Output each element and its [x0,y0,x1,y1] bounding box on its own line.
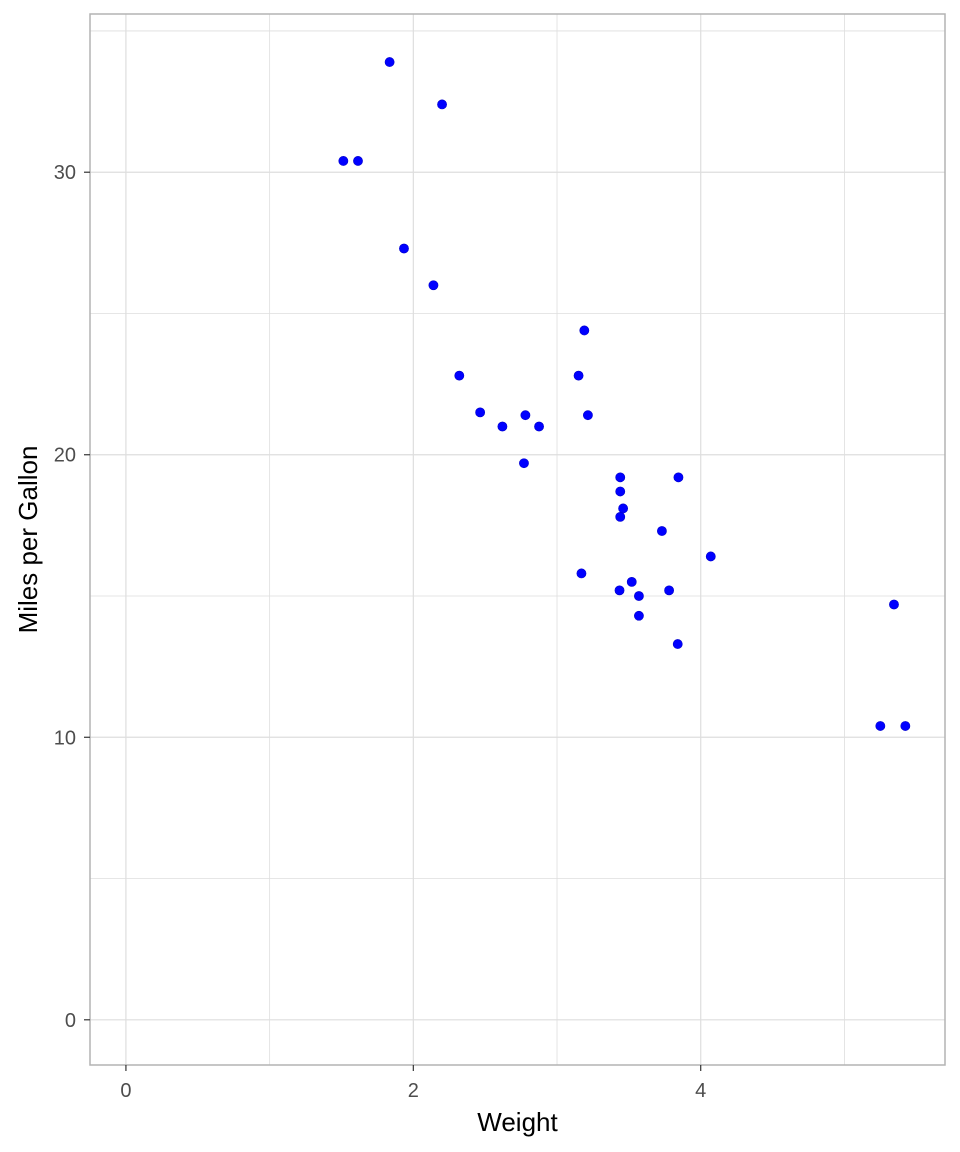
data-point [705,551,716,562]
x-tick-label: 0 [120,1080,131,1102]
y-tick-label: 10 [54,727,76,749]
data-point [875,721,886,731]
data-point [497,421,508,432]
data-point [534,421,544,432]
data-point [615,511,626,522]
data-point [618,503,629,514]
data-point [672,639,683,649]
data-point [615,472,626,483]
y-axis-ticks: 0 10 20 30 [54,162,90,1032]
data-point [519,458,529,469]
data-point [634,591,644,601]
data-point [576,568,587,579]
data-point [900,721,911,731]
major-gridlines [90,14,945,1065]
data-point [520,410,531,421]
data-points [338,57,911,731]
data-point [634,610,644,621]
data-point [583,410,593,421]
data-point [454,370,465,381]
data-point [353,156,363,166]
minor-gridlines [90,14,945,1065]
data-point [437,99,447,110]
data-point [579,325,590,336]
y-tick-label: 20 [54,445,76,467]
data-point [657,526,667,536]
y-tick-label: 30 [54,162,76,184]
y-axis-title: Miles per Gallon [13,446,43,634]
data-point [428,280,439,291]
data-point [573,370,584,381]
y-tick-label: 0 [65,1010,76,1032]
x-tick-label: 4 [695,1080,706,1102]
data-point [626,576,637,587]
data-point [615,486,626,497]
x-axis-title: Weight [477,1107,558,1137]
data-point [889,599,899,610]
x-axis-ticks: 0 2 4 [120,1065,706,1102]
data-point [338,156,349,166]
x-tick-label: 2 [408,1080,419,1102]
data-point [399,243,409,254]
data-point [475,407,486,418]
data-point [673,472,684,483]
panel-border [89,13,946,1066]
data-point [664,585,675,596]
data-point [614,585,625,596]
data-point [384,57,395,67]
